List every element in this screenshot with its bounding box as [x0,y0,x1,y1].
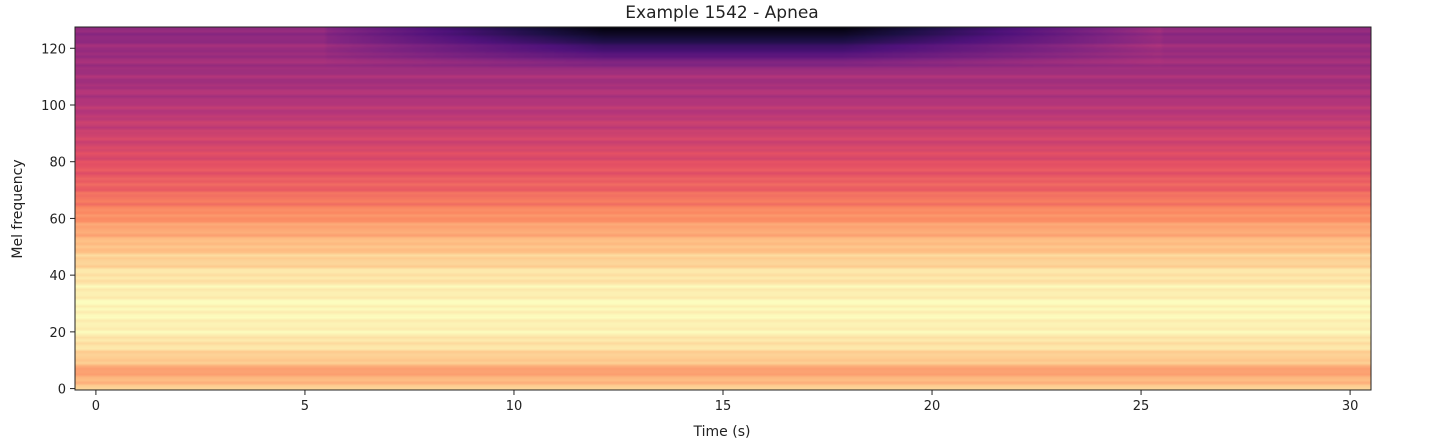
spectrogram-heatmap [75,27,1371,390]
x-axis-label: Time (s) [693,424,751,440]
x-tick-label: 5 [301,399,309,414]
x-tick-label: 10 [506,399,523,414]
y-axis: 0 20 40 60 80 100 120 [41,42,75,398]
y-tick-label: 0 [58,383,66,398]
x-tick-label: 30 [1342,399,1359,414]
y-tick-label: 20 [49,326,66,341]
x-tick-label: 20 [924,399,941,414]
x-tick-label: 15 [715,399,732,414]
chart-title: Example 1542 - Apnea [625,3,818,23]
y-tick-label: 40 [49,269,66,284]
y-axis-label: Mel frequency [10,159,26,258]
x-tick-label: 0 [92,399,100,414]
y-tick-label: 60 [49,212,66,227]
x-axis: 0 5 10 15 20 25 30 [92,390,1359,414]
x-tick-label: 25 [1133,399,1150,414]
y-tick-label: 100 [41,99,66,114]
plot-area [74,26,1372,391]
y-tick-label: 80 [49,156,66,171]
y-tick-label: 120 [41,42,66,57]
